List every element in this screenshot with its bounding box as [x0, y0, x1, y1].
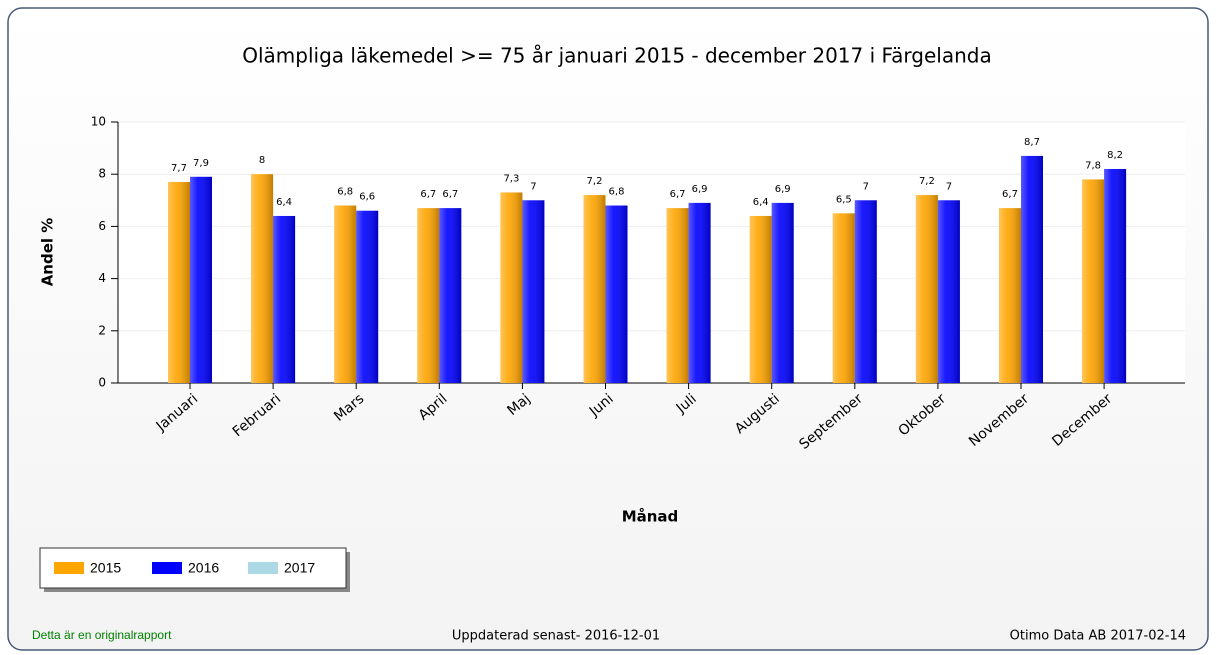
data-label: 7 — [530, 181, 536, 192]
data-label: 7,8 — [1085, 160, 1101, 171]
data-label: 7,2 — [587, 176, 603, 187]
data-label: 6,7 — [442, 189, 458, 200]
y-tick-label: 8 — [98, 167, 106, 181]
data-label: 6,7 — [670, 189, 686, 200]
bar-shine — [666, 208, 689, 383]
data-label: 6,8 — [609, 187, 625, 198]
bar-shine — [500, 192, 523, 383]
bar-shine — [1104, 168, 1127, 383]
legend-swatch — [54, 562, 84, 574]
bar-shine — [1021, 155, 1043, 383]
bar-shine — [168, 182, 190, 383]
bar-shine — [190, 176, 212, 383]
data-label: 7,2 — [919, 176, 935, 187]
chart-title: Olämpliga läkemedel >= 75 år januari 201… — [242, 44, 992, 68]
bar-shine — [771, 202, 794, 383]
data-label: 6,6 — [359, 192, 375, 203]
data-label: 8 — [259, 155, 265, 166]
data-label: 8,2 — [1107, 150, 1123, 161]
bar-shine — [356, 210, 379, 383]
data-label: 6,9 — [775, 184, 791, 195]
bar-shine — [1082, 179, 1105, 383]
data-label: 7,7 — [171, 163, 187, 174]
data-label: 6,7 — [1002, 189, 1018, 200]
data-label: 7,3 — [503, 173, 519, 184]
bar-shine — [854, 200, 877, 383]
data-label: 6,4 — [276, 197, 292, 208]
bar-shine — [605, 205, 628, 383]
bar-shine — [522, 200, 545, 383]
bar-shine — [937, 200, 960, 383]
y-tick-label: 2 — [98, 323, 106, 337]
data-label: 7 — [946, 181, 952, 192]
data-label: 7 — [863, 181, 869, 192]
legend-swatch — [152, 562, 182, 574]
bar-shine — [417, 208, 440, 383]
legend-label: 2016 — [188, 560, 219, 576]
legend-label: 2015 — [90, 560, 121, 576]
bar-shine — [334, 205, 357, 383]
footer-left: Detta är en originalrapport — [32, 628, 172, 642]
bar-shine — [251, 174, 274, 383]
bar-shine — [583, 195, 606, 383]
bar-shine — [749, 215, 772, 383]
data-label: 7,9 — [193, 158, 209, 169]
bar-shine — [832, 213, 855, 383]
bar-shine — [439, 208, 462, 383]
y-tick-label: 10 — [91, 115, 106, 129]
bar-shine — [915, 195, 938, 383]
y-tick-label: 0 — [98, 376, 106, 390]
data-label: 6,7 — [420, 189, 436, 200]
x-axis-title: Månad — [622, 508, 679, 526]
legend-label: 2017 — [284, 560, 315, 576]
bar-shine — [999, 208, 1021, 383]
data-label: 6,9 — [692, 184, 708, 195]
footer-right: Otimo Data AB 2017-02-14 — [1010, 629, 1186, 644]
bar-shine — [688, 202, 711, 383]
footer-center: Uppdaterad senast- 2016-12-01 — [452, 629, 660, 644]
data-label: 6,5 — [836, 194, 852, 205]
data-label: 6,4 — [753, 197, 769, 208]
data-label: 6,8 — [337, 187, 353, 198]
legend-swatch — [248, 562, 278, 574]
legend — [39, 547, 347, 589]
data-label: 8,7 — [1024, 137, 1040, 148]
y-tick-label: 6 — [98, 219, 106, 233]
y-axis-title: Andel % — [39, 218, 57, 287]
bar-shine — [273, 215, 296, 383]
y-tick-label: 4 — [98, 271, 106, 285]
